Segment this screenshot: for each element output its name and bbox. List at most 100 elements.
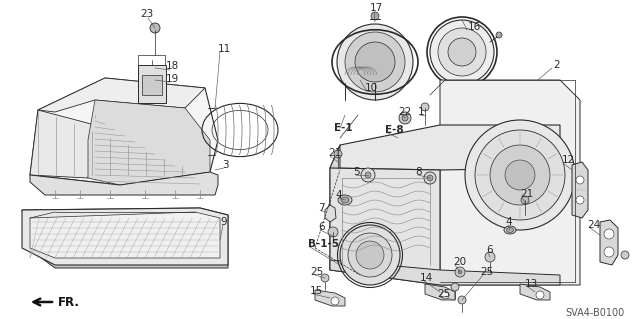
Text: SVA4-B0100: SVA4-B0100	[565, 308, 624, 318]
Circle shape	[604, 229, 614, 239]
Bar	[138, 65, 166, 103]
Circle shape	[536, 291, 544, 299]
Circle shape	[485, 252, 495, 262]
Circle shape	[451, 283, 459, 291]
Circle shape	[421, 103, 429, 111]
Polygon shape	[22, 208, 228, 265]
Polygon shape	[330, 125, 560, 170]
Text: 8: 8	[415, 167, 422, 177]
Circle shape	[321, 274, 329, 282]
Circle shape	[475, 130, 565, 220]
Circle shape	[604, 247, 614, 257]
Circle shape	[365, 172, 371, 178]
Text: 25: 25	[480, 267, 493, 277]
Text: 23: 23	[140, 9, 153, 19]
Ellipse shape	[341, 197, 349, 203]
Polygon shape	[520, 284, 550, 300]
Text: 21: 21	[328, 148, 341, 158]
Circle shape	[337, 24, 413, 100]
Text: 18: 18	[166, 61, 179, 71]
Circle shape	[505, 160, 535, 190]
Bar	[142, 75, 162, 95]
Circle shape	[348, 233, 392, 277]
Text: 9: 9	[220, 217, 227, 227]
Circle shape	[465, 120, 575, 230]
Circle shape	[458, 270, 462, 274]
Circle shape	[355, 42, 395, 82]
Text: 14: 14	[420, 273, 433, 283]
Circle shape	[427, 175, 433, 181]
Text: 6: 6	[318, 222, 324, 232]
Circle shape	[334, 150, 342, 158]
Circle shape	[402, 115, 408, 121]
Text: E-8: E-8	[385, 125, 404, 135]
Text: 10: 10	[365, 83, 378, 93]
Text: FR.: FR.	[58, 295, 80, 308]
Polygon shape	[330, 260, 560, 285]
Polygon shape	[22, 208, 228, 268]
Polygon shape	[38, 78, 205, 112]
Circle shape	[150, 23, 160, 33]
Polygon shape	[30, 110, 95, 178]
Polygon shape	[330, 145, 340, 270]
Circle shape	[448, 38, 476, 66]
Text: 16: 16	[468, 22, 481, 32]
Text: 11: 11	[218, 44, 231, 54]
Text: 4: 4	[505, 217, 511, 227]
Text: 25: 25	[437, 289, 451, 299]
Polygon shape	[325, 205, 336, 222]
Circle shape	[328, 227, 338, 237]
Text: 1: 1	[418, 107, 424, 117]
Text: 24: 24	[587, 220, 600, 230]
Circle shape	[576, 196, 584, 204]
Text: 15: 15	[310, 286, 323, 296]
Circle shape	[490, 145, 550, 205]
Circle shape	[340, 225, 400, 285]
Polygon shape	[88, 100, 210, 185]
Text: 2: 2	[553, 60, 559, 70]
Circle shape	[438, 28, 486, 76]
Text: 6: 6	[486, 245, 493, 255]
Circle shape	[458, 296, 466, 304]
Circle shape	[331, 297, 339, 305]
Polygon shape	[572, 162, 588, 218]
Text: 12: 12	[562, 155, 575, 165]
Circle shape	[393, 133, 403, 143]
Circle shape	[396, 136, 400, 140]
Polygon shape	[425, 284, 455, 300]
Circle shape	[576, 176, 584, 184]
Circle shape	[496, 32, 502, 38]
Ellipse shape	[506, 227, 513, 233]
Circle shape	[356, 241, 384, 269]
Text: 17: 17	[370, 3, 383, 13]
Text: 22: 22	[398, 107, 412, 117]
Circle shape	[521, 196, 529, 204]
Text: 7: 7	[318, 203, 324, 213]
Text: 5: 5	[353, 167, 360, 177]
Circle shape	[424, 172, 436, 184]
Circle shape	[621, 251, 629, 259]
Polygon shape	[440, 80, 580, 285]
Ellipse shape	[504, 226, 516, 234]
Circle shape	[399, 112, 411, 124]
Circle shape	[455, 267, 465, 277]
Polygon shape	[600, 220, 618, 265]
Circle shape	[361, 168, 375, 182]
Circle shape	[345, 32, 405, 92]
Text: 4: 4	[335, 190, 342, 200]
Text: 3: 3	[222, 160, 228, 170]
Circle shape	[371, 12, 379, 20]
Polygon shape	[330, 168, 440, 285]
Text: 19: 19	[166, 74, 179, 84]
Polygon shape	[30, 212, 220, 258]
Ellipse shape	[338, 195, 352, 205]
Polygon shape	[30, 172, 218, 195]
Text: E-1: E-1	[334, 123, 353, 133]
Text: 21: 21	[520, 189, 533, 199]
Polygon shape	[315, 290, 345, 306]
Circle shape	[441, 291, 449, 299]
Circle shape	[430, 20, 494, 84]
Text: B-1-5: B-1-5	[308, 239, 339, 249]
Text: 13: 13	[525, 279, 538, 289]
Text: 25: 25	[310, 267, 323, 277]
